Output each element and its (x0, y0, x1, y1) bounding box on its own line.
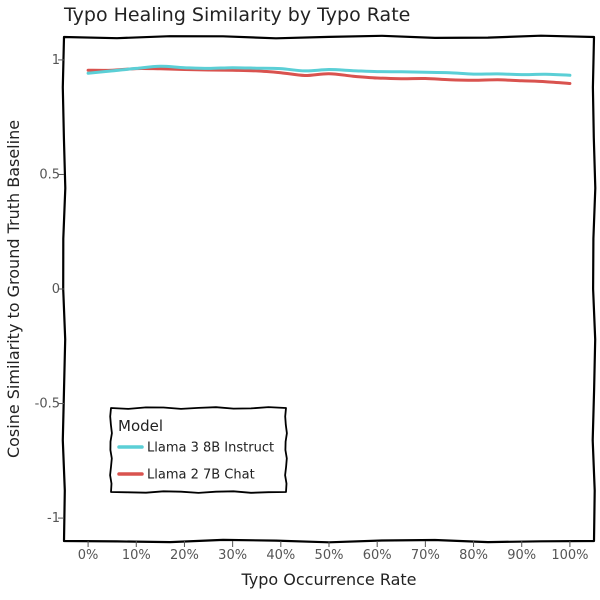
x-tick-label: 100% (551, 548, 588, 563)
x-axis-label: Typo Occurrence Rate (240, 570, 416, 589)
legend-entry-label: Llama 2 7B Chat (147, 468, 255, 483)
x-tick-label: 60% (363, 548, 392, 563)
legend-items: Llama 3 8B Instruct Llama 2 7B Chat (117, 441, 274, 483)
x-tick-label: 50% (315, 548, 344, 563)
x-axis: 0% 10% 20% 30% 40% 50% 60% 70% 80% 90% 100% (78, 541, 588, 563)
plot-frame (61, 34, 597, 544)
x-tick-label: 0% (78, 548, 99, 563)
y-tick-label: 0.5 (39, 167, 60, 182)
series-line-1 (86, 67, 572, 85)
series-layer (86, 64, 572, 85)
x-tick-label: 30% (218, 548, 247, 563)
y-axis: -1 -0.5 0 0.5 1 (35, 53, 64, 526)
x-tick-label: 10% (122, 548, 151, 563)
x-tick-label: 90% (507, 548, 536, 563)
legend: Model Llama 3 8B Instruct Llama 2 7B Chat (109, 406, 288, 494)
y-tick-label: 1 (52, 53, 60, 68)
x-tick-label: 80% (459, 548, 488, 563)
x-tick-label: 20% (170, 548, 199, 563)
legend-title: Model (118, 417, 163, 435)
y-tick-label: -0.5 (35, 397, 60, 412)
x-tick-label: 40% (266, 548, 295, 563)
chart-title: Typo Healing Similarity by Typo Rate (63, 4, 410, 26)
series-line-0 (86, 64, 572, 77)
y-tick-label: -1 (47, 511, 60, 526)
y-axis-label: Cosine Similarity to Ground Truth Baseli… (4, 120, 23, 458)
y-tick-label: 0 (52, 282, 60, 297)
x-tick-label: 70% (411, 548, 440, 563)
legend-box (109, 406, 288, 494)
legend-entry-label: Llama 3 8B Instruct (147, 441, 274, 456)
